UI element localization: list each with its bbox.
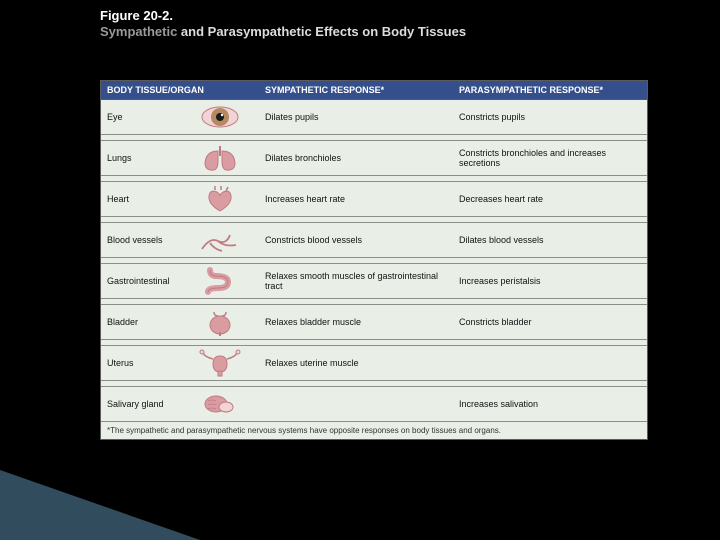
organ-label: Blood vessels (101, 223, 181, 258)
organ-label: Heart (101, 182, 181, 217)
figure-title-rest: and Parasympathetic Effects on Body Tiss… (177, 24, 466, 39)
table-row: Lungs Dilates bronchioles Constricts bro… (101, 141, 647, 176)
sympathetic-response: Constricts blood vessels (259, 223, 453, 258)
organ-label: Eye (101, 100, 181, 135)
col-header-parasympathetic: PARASYMPATHETIC RESPONSE* (453, 81, 647, 100)
sympathetic-response: Increases heart rate (259, 182, 453, 217)
parasympathetic-response: Decreases heart rate (453, 182, 647, 217)
organ-icon-bladder (181, 305, 259, 340)
organ-label: Uterus (101, 346, 181, 381)
organ-label: Lungs (101, 141, 181, 176)
organ-label: Salivary gland (101, 387, 181, 422)
table-footnote: *The sympathetic and parasympathetic ner… (101, 422, 647, 440)
organ-icon-heart (181, 182, 259, 217)
organ-icon-lungs (181, 141, 259, 176)
parasympathetic-response: Increases peristalsis (453, 264, 647, 299)
figure-title: Sympathetic and Parasympathetic Effects … (100, 24, 466, 39)
sympathetic-response (259, 387, 453, 422)
table-row: Eye Dilates pupils Constricts pupils (101, 100, 647, 135)
table-row: Heart Increases heart rate Decreases hea… (101, 182, 647, 217)
sympathetic-response: Relaxes uterine muscle (259, 346, 453, 381)
organ-label: Gastrointestinal (101, 264, 181, 299)
parasympathetic-response: Increases salivation (453, 387, 647, 422)
figure-number: Figure 20-2. (100, 8, 466, 23)
table-row: Gastrointestinal Relaxes smooth muscles … (101, 264, 647, 299)
table-row: Bladder Relaxes bladder muscle Constrict… (101, 305, 647, 340)
table-header-row: BODY TISSUE/ORGAN SYMPATHETIC RESPONSE* … (101, 81, 647, 100)
organ-icon-salivary (181, 387, 259, 422)
organ-label: Bladder (101, 305, 181, 340)
figure-header: Figure 20-2. Sympathetic and Parasympath… (100, 8, 466, 39)
accent-triangle (0, 470, 200, 540)
organ-icon-eye (181, 100, 259, 135)
sympathetic-response: Relaxes smooth muscles of gastrointestin… (259, 264, 453, 299)
parasympathetic-response (453, 346, 647, 381)
parasympathetic-response: Dilates blood vessels (453, 223, 647, 258)
table-row: Uterus Relaxes uterine muscle (101, 346, 647, 381)
organ-icon-gi (181, 264, 259, 299)
col-header-sympathetic: SYMPATHETIC RESPONSE* (259, 81, 453, 100)
sympathetic-response: Relaxes bladder muscle (259, 305, 453, 340)
effects-table-container: BODY TISSUE/ORGAN SYMPATHETIC RESPONSE* … (100, 80, 648, 440)
parasympathetic-response: Constricts bladder (453, 305, 647, 340)
organ-icon-uterus (181, 346, 259, 381)
parasympathetic-response: Constricts bronchioles and increases sec… (453, 141, 647, 176)
col-header-organ: BODY TISSUE/ORGAN (101, 81, 259, 100)
effects-table: BODY TISSUE/ORGAN SYMPATHETIC RESPONSE* … (101, 81, 647, 439)
parasympathetic-response: Constricts pupils (453, 100, 647, 135)
sympathetic-response: Dilates pupils (259, 100, 453, 135)
table-row: Salivary gland Increases salivation (101, 387, 647, 422)
organ-icon-vessels (181, 223, 259, 258)
table-body: Eye Dilates pupils Constricts pupils Lun… (101, 100, 647, 422)
table-row: Blood vessels Constricts blood vessels D… (101, 223, 647, 258)
sympathetic-response: Dilates bronchioles (259, 141, 453, 176)
figure-title-prefix: Sympathetic (100, 24, 177, 39)
